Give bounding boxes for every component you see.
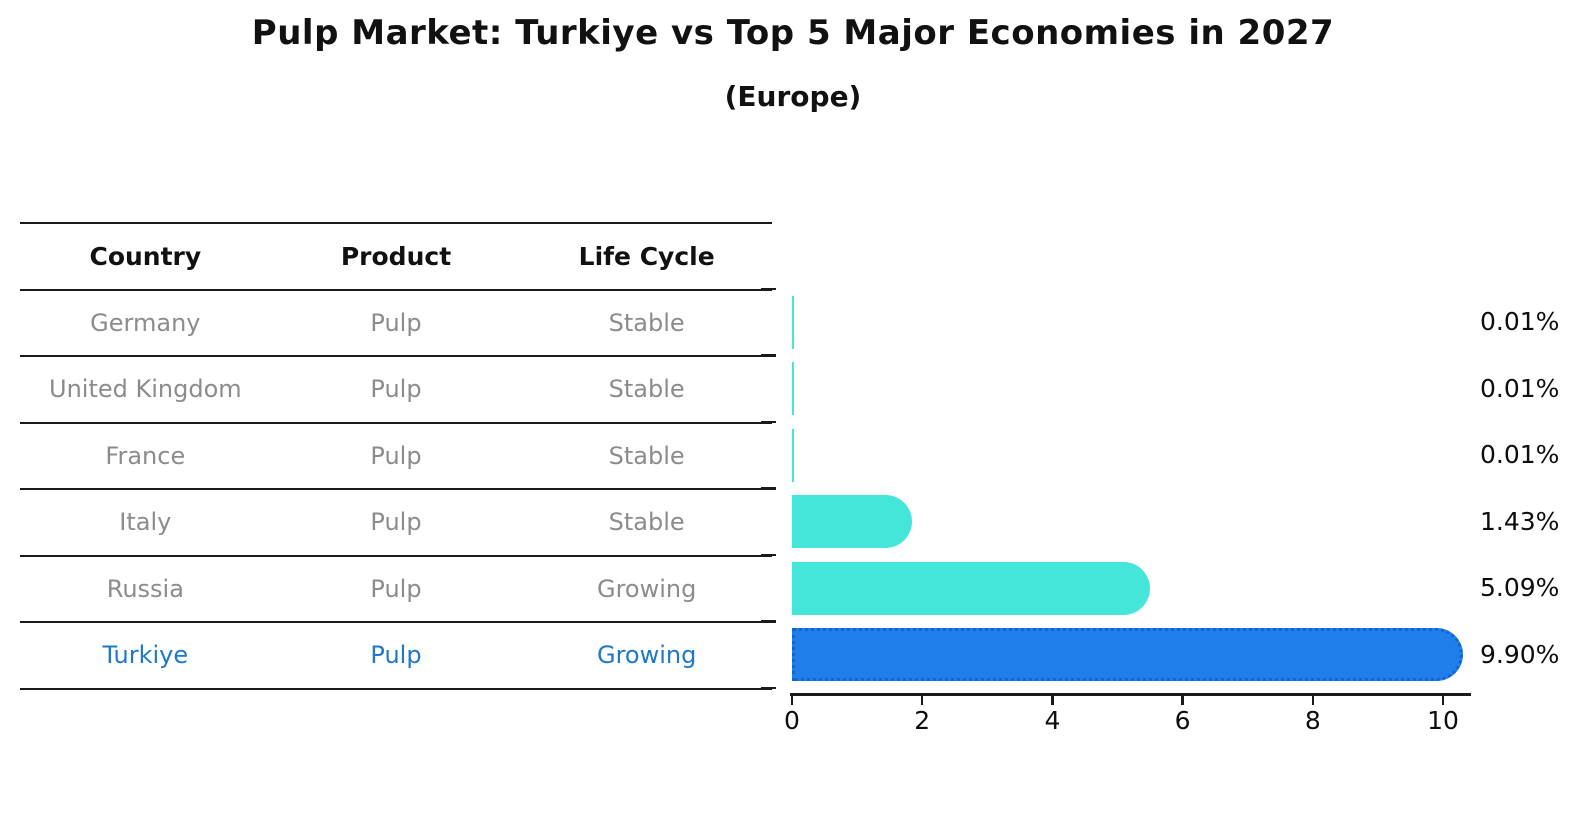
table-cell-life-cycle: Stable <box>608 508 685 537</box>
table-cell-product: Pulp <box>370 441 422 470</box>
x-tick-label: 0 <box>784 706 800 735</box>
bar-france <box>792 428 794 482</box>
x-tick-label: 8 <box>1304 706 1321 735</box>
x-tick-mark <box>790 696 794 705</box>
x-tick-mark <box>1051 696 1054 705</box>
table-row: Italy Pulp Stable <box>20 490 772 557</box>
bar-germany <box>792 295 794 349</box>
x-tick-label: 2 <box>914 706 931 735</box>
x-tick-label: 10 <box>1427 706 1459 735</box>
table-cell-life-cycle: Stable <box>608 375 685 404</box>
table-cell-country: United Kingdom <box>49 375 242 404</box>
x-tick-mark <box>1181 696 1184 705</box>
table-row: Turkiye Pulp Growing <box>20 623 772 690</box>
bar-value-label: 9.90% <box>1480 639 1560 669</box>
table-cell-product: Pulp <box>370 574 422 603</box>
x-tick-label: 6 <box>1174 706 1191 735</box>
table-cell-country: Russia <box>106 574 184 603</box>
x-axis-line <box>790 693 1471 696</box>
bar-value-label: 0.01% <box>1480 440 1560 470</box>
x-tick-mark <box>1311 696 1315 705</box>
table-cell-product: Pulp <box>370 308 422 337</box>
column-header-product: Product <box>340 241 452 271</box>
chart-title: Pulp Market: Turkiye vs Top 5 Major Econ… <box>251 13 1335 53</box>
column-header-life-cycle: Life Cycle <box>578 241 715 271</box>
table-cell-product: Pulp <box>370 375 422 404</box>
table-cell-country: Italy <box>119 508 172 537</box>
table-cell-life-cycle: Stable <box>608 441 685 470</box>
x-tick-mark <box>1441 696 1445 705</box>
table-cell-life-cycle: Growing <box>596 641 697 670</box>
bar-value-label: 5.09% <box>1480 573 1560 603</box>
bar-value-label: 0.01% <box>1480 307 1560 337</box>
table-row: Germany Pulp Stable <box>20 291 772 357</box>
bar-italy <box>792 495 912 549</box>
table-header-row: Country Product Life Cycle <box>20 224 772 291</box>
table-row: France Pulp Stable <box>20 424 772 490</box>
bar-turkiye <box>792 628 1463 682</box>
table-row: Russia Pulp Growing <box>20 557 772 623</box>
table-row: United Kingdom Pulp Stable <box>20 357 772 424</box>
y-tick-mark <box>761 354 776 357</box>
y-tick-mark <box>761 420 776 424</box>
bar-united-kingdom <box>792 362 794 416</box>
y-tick-mark <box>761 620 776 623</box>
bar-russia <box>792 561 1150 615</box>
table-cell-country: Turkiye <box>102 641 189 670</box>
chart-subtitle: (Europe) <box>724 80 862 113</box>
bar-value-label: 1.43% <box>1480 506 1560 536</box>
table-cell-country: France <box>105 441 186 470</box>
table-cell-life-cycle: Stable <box>608 308 685 337</box>
table-cell-country: Germany <box>90 308 201 337</box>
x-tick-mark <box>920 696 924 705</box>
y-tick-mark <box>761 487 776 490</box>
country-table: Country Product Life Cycle Germany Pulp St… <box>20 222 772 690</box>
y-tick-mark <box>761 686 776 690</box>
y-tick-mark <box>761 287 776 291</box>
table-cell-product: Pulp <box>370 508 422 537</box>
column-header-country: Country <box>89 241 202 271</box>
y-tick-mark <box>761 553 776 557</box>
bar-value-label: 0.01% <box>1480 373 1560 403</box>
table-body: Germany Pulp Stable United Kingdom Pulp Stabl… <box>20 291 772 690</box>
x-tick-label: 4 <box>1044 706 1061 735</box>
table-cell-product: Pulp <box>370 641 422 670</box>
table-cell-life-cycle: Growing <box>596 574 697 603</box>
